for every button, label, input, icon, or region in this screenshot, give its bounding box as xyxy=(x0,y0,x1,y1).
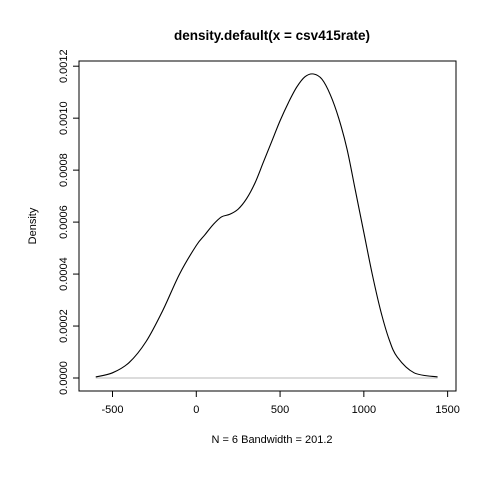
y-axis-label: Density xyxy=(27,207,39,244)
x-tick-label: 0 xyxy=(193,404,199,416)
x-tick-label: 1500 xyxy=(435,404,459,416)
y-tick-label: 0.0002 xyxy=(58,309,70,343)
y-tick-label: 0.0010 xyxy=(58,101,70,135)
y-axis: 0.0000 0.0002 0.0004 0.0006 0.0008 0.0010 0.00… xyxy=(58,49,80,395)
x-tick-label: 1000 xyxy=(352,404,376,416)
chart-title: density.default(x = csv415rate) xyxy=(174,28,370,43)
y-tick-label: 0.0008 xyxy=(58,153,70,187)
y-tick-label: 0.0000 xyxy=(58,361,70,395)
y-tick-label: 0.0012 xyxy=(58,49,70,83)
plot-frame xyxy=(78,60,457,392)
x-axis: -500 0 500 1000 1500 xyxy=(101,390,460,416)
y-tick-label: 0.0004 xyxy=(58,257,70,291)
x-axis-label: N = 6 Bandwidth = 201.2 xyxy=(211,434,332,446)
x-tick-label: 500 xyxy=(271,404,289,416)
x-tick-label: -500 xyxy=(101,404,123,416)
y-tick-label: 0.0006 xyxy=(58,205,70,239)
density-curve xyxy=(95,73,438,378)
